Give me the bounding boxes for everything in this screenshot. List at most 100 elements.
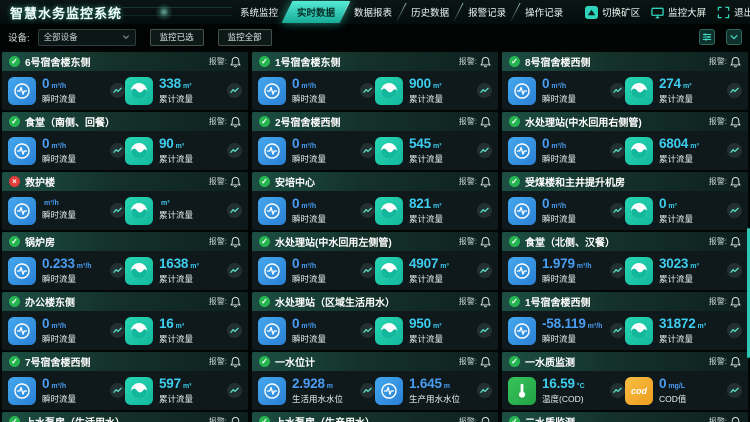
bell-icon[interactable] — [730, 236, 741, 248]
tab-realtime-data[interactable]: 实时数据 — [289, 0, 343, 24]
bell-icon[interactable] — [730, 416, 741, 422]
metric-value: 0 — [292, 135, 300, 151]
trend-chart-button[interactable] — [727, 263, 742, 278]
metric-label: 瞬时流量 — [42, 93, 77, 104]
tab-alarm-log[interactable]: 报警记录 — [468, 8, 507, 19]
bell-icon[interactable] — [480, 356, 491, 368]
bell-icon[interactable] — [230, 296, 241, 308]
trend-chart-button[interactable] — [360, 263, 375, 278]
bell-icon[interactable] — [230, 56, 241, 68]
trend-chart-button[interactable] — [477, 383, 492, 398]
trend-chart-button[interactable] — [610, 83, 625, 98]
filter-button[interactable] — [699, 29, 715, 45]
sparkline-icon — [613, 207, 622, 213]
app-header: 智慧水务监控系统 系统监控 实时数据 数据报表 历史数据 报警记录 操作记录 切… — [0, 0, 750, 24]
trend-chart-button[interactable] — [477, 203, 492, 218]
bell-icon[interactable] — [480, 416, 491, 422]
tab-system-monitor[interactable]: 系统监控 — [240, 8, 279, 19]
trend-chart-button[interactable] — [727, 83, 742, 98]
device-card-body: 0 m³/h 瞬时流量 900 m³ 累计流量 — [252, 71, 498, 110]
trend-chart-button[interactable] — [360, 323, 375, 338]
bell-icon[interactable] — [230, 176, 241, 188]
trend-chart-button[interactable] — [110, 263, 125, 278]
bell-icon[interactable] — [480, 296, 491, 308]
trend-chart-button[interactable] — [360, 83, 375, 98]
bell-icon[interactable] — [230, 356, 241, 368]
trend-chart-button[interactable] — [477, 83, 492, 98]
metric-unit: m³ — [682, 82, 692, 90]
device-name: 办公楼东侧 — [25, 298, 75, 309]
bell-icon[interactable] — [730, 56, 741, 68]
trend-chart-button[interactable] — [610, 323, 625, 338]
bell-icon[interactable] — [230, 416, 241, 422]
trend-chart-button[interactable] — [477, 323, 492, 338]
trend-chart-button[interactable] — [110, 143, 125, 158]
tab-operation-log[interactable]: 操作记录 — [525, 8, 564, 19]
sparkline-icon — [230, 267, 239, 273]
metric-value: 6804 — [659, 135, 689, 151]
device-card: ✓ 锅炉房 报警: 0.233 m³/h 瞬时流量 1638 m³ — [2, 232, 248, 290]
trend-chart-button[interactable] — [227, 83, 242, 98]
monitor-screen-button[interactable]: 监控大屏 — [651, 5, 706, 19]
bell-icon[interactable] — [230, 236, 241, 248]
device-name: 一水质监测 — [525, 358, 575, 369]
metric-label: 瞬时流量 — [42, 393, 77, 404]
device-select[interactable]: 全部设备 — [37, 28, 136, 46]
cod-icon: cod — [625, 376, 653, 405]
trend-chart-button[interactable] — [727, 323, 742, 338]
bell-icon[interactable] — [480, 176, 491, 188]
trend-chart-button[interactable] — [360, 203, 375, 218]
trend-chart-button[interactable] — [110, 323, 125, 338]
trend-chart-button[interactable] — [610, 203, 625, 218]
bell-icon[interactable] — [730, 296, 741, 308]
trend-chart-button[interactable] — [110, 383, 125, 398]
trend-chart-button[interactable] — [477, 143, 492, 158]
alarm-area: 报警: — [709, 176, 741, 188]
status-ok-icon: ✓ — [509, 236, 520, 247]
tab-data-report[interactable]: 数据报表 — [354, 8, 393, 19]
trend-chart-button[interactable] — [227, 143, 242, 158]
bell-icon[interactable] — [480, 56, 491, 68]
metric: cod 0 mg/L COD值 — [625, 376, 742, 405]
trend-chart-button[interactable] — [727, 383, 742, 398]
trend-chart-button[interactable] — [610, 143, 625, 158]
metric: 16 m³ 累计流量 — [125, 316, 242, 345]
trend-chart-button[interactable] — [727, 203, 742, 218]
metric-unit: m³ — [440, 262, 449, 270]
trend-chart-button[interactable] — [477, 263, 492, 278]
device-card-body: 0 m³/h 瞬时流量 274 m³ 累计流量 — [502, 71, 748, 110]
monitor-all-button[interactable]: 监控全部 — [217, 28, 272, 46]
metric: -58.119 m³/h 瞬时流量 — [508, 316, 625, 345]
trend-chart-button[interactable] — [360, 143, 375, 158]
trend-chart-button[interactable] — [360, 383, 375, 398]
trend-chart-button[interactable] — [610, 263, 625, 278]
trend-chart-button[interactable] — [610, 383, 625, 398]
tab-history-data[interactable]: 历史数据 — [411, 8, 450, 19]
bell-icon[interactable] — [230, 116, 241, 128]
trend-chart-button[interactable] — [227, 383, 242, 398]
metric-value: 0 — [542, 135, 550, 151]
trend-chart-button[interactable] — [110, 203, 125, 218]
bell-icon[interactable] — [730, 116, 741, 128]
device-name: 安培中心 — [275, 178, 315, 189]
pulse-icon — [8, 256, 36, 285]
trend-chart-button[interactable] — [727, 143, 742, 158]
bell-icon[interactable] — [480, 236, 491, 248]
scrollbar[interactable] — [747, 228, 750, 358]
exit-fullscreen-button[interactable]: 退出全屏 — [717, 5, 750, 19]
alarm-area: 报警: — [709, 416, 741, 422]
metric-unit: m³/h — [44, 199, 59, 207]
status-ok-icon: ✓ — [9, 116, 20, 127]
switch-mine-button[interactable]: 切换矿区 — [585, 5, 640, 19]
trend-chart-button[interactable] — [227, 203, 242, 218]
trend-chart-button[interactable] — [110, 83, 125, 98]
trend-chart-button[interactable] — [227, 263, 242, 278]
device-card-header: ✓ 6号宿舍楼东侧 报警: — [2, 52, 248, 71]
trend-chart-button[interactable] — [227, 323, 242, 338]
bell-icon[interactable] — [730, 176, 741, 188]
metric-label: 瞬时流量 — [542, 333, 577, 344]
bell-icon[interactable] — [730, 356, 741, 368]
bell-icon[interactable] — [480, 116, 491, 128]
collapse-button[interactable] — [726, 29, 742, 45]
monitor-selected-button[interactable]: 监控已选 — [149, 28, 204, 46]
